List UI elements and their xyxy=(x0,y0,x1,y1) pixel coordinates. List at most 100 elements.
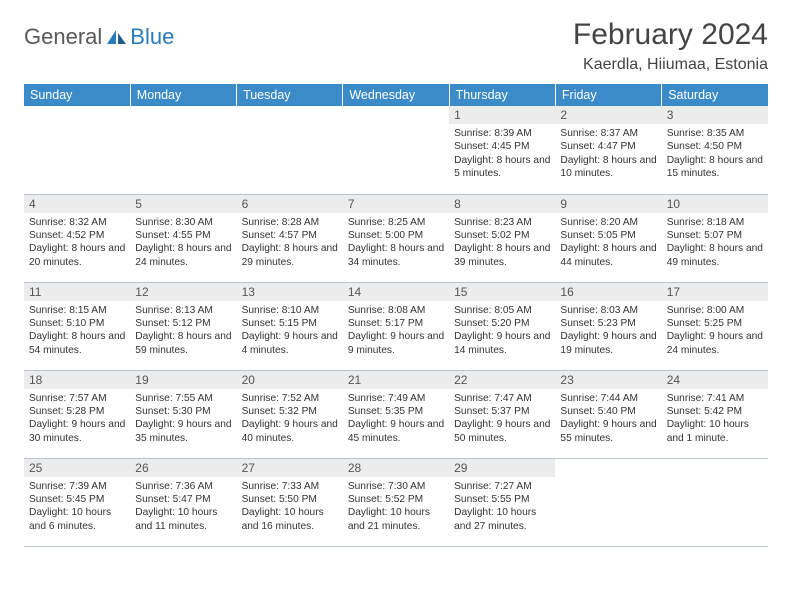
day-number: 9 xyxy=(555,195,661,213)
day-details: Sunrise: 8:10 AMSunset: 5:15 PMDaylight:… xyxy=(237,301,343,362)
day-number: 18 xyxy=(24,371,130,389)
logo-sail-icon xyxy=(106,28,128,46)
day-number: 10 xyxy=(662,195,768,213)
calendar-cell: 11Sunrise: 8:15 AMSunset: 5:10 PMDayligh… xyxy=(24,282,130,370)
calendar-cell xyxy=(237,106,343,194)
calendar-cell xyxy=(662,458,768,546)
day-details: Sunrise: 8:25 AMSunset: 5:00 PMDaylight:… xyxy=(343,213,449,274)
weekday-header: Friday xyxy=(555,84,661,106)
calendar-row: 11Sunrise: 8:15 AMSunset: 5:10 PMDayligh… xyxy=(24,282,768,370)
calendar-cell: 3Sunrise: 8:35 AMSunset: 4:50 PMDaylight… xyxy=(662,106,768,194)
calendar-row: 4Sunrise: 8:32 AMSunset: 4:52 PMDaylight… xyxy=(24,194,768,282)
day-number: 17 xyxy=(662,283,768,301)
calendar-cell: 4Sunrise: 8:32 AMSunset: 4:52 PMDaylight… xyxy=(24,194,130,282)
day-number: 11 xyxy=(24,283,130,301)
logo-text-blue: Blue xyxy=(130,24,174,50)
day-details: Sunrise: 8:15 AMSunset: 5:10 PMDaylight:… xyxy=(24,301,130,362)
logo-text-general: General xyxy=(24,24,102,50)
day-number: 16 xyxy=(555,283,661,301)
day-details: Sunrise: 7:27 AMSunset: 5:55 PMDaylight:… xyxy=(449,477,555,538)
day-details: Sunrise: 8:35 AMSunset: 4:50 PMDaylight:… xyxy=(662,124,768,185)
day-number: 26 xyxy=(130,459,236,477)
calendar-cell xyxy=(343,106,449,194)
day-details: Sunrise: 8:13 AMSunset: 5:12 PMDaylight:… xyxy=(130,301,236,362)
day-number: 21 xyxy=(343,371,449,389)
calendar-cell: 26Sunrise: 7:36 AMSunset: 5:47 PMDayligh… xyxy=(130,458,236,546)
weekday-header: Tuesday xyxy=(237,84,343,106)
calendar-cell xyxy=(130,106,236,194)
calendar-cell: 13Sunrise: 8:10 AMSunset: 5:15 PMDayligh… xyxy=(237,282,343,370)
day-details: Sunrise: 8:32 AMSunset: 4:52 PMDaylight:… xyxy=(24,213,130,274)
weekday-header: Saturday xyxy=(662,84,768,106)
title-block: February 2024 Kaerdla, Hiiumaa, Estonia xyxy=(573,18,768,74)
day-number: 2 xyxy=(555,106,661,124)
day-details: Sunrise: 7:57 AMSunset: 5:28 PMDaylight:… xyxy=(24,389,130,450)
weekday-header: Thursday xyxy=(449,84,555,106)
day-number: 23 xyxy=(555,371,661,389)
calendar-row: 18Sunrise: 7:57 AMSunset: 5:28 PMDayligh… xyxy=(24,370,768,458)
day-details: Sunrise: 7:55 AMSunset: 5:30 PMDaylight:… xyxy=(130,389,236,450)
calendar-cell: 6Sunrise: 8:28 AMSunset: 4:57 PMDaylight… xyxy=(237,194,343,282)
day-number: 4 xyxy=(24,195,130,213)
calendar-cell: 18Sunrise: 7:57 AMSunset: 5:28 PMDayligh… xyxy=(24,370,130,458)
calendar-cell: 2Sunrise: 8:37 AMSunset: 4:47 PMDaylight… xyxy=(555,106,661,194)
day-details: Sunrise: 7:39 AMSunset: 5:45 PMDaylight:… xyxy=(24,477,130,538)
day-details: Sunrise: 7:36 AMSunset: 5:47 PMDaylight:… xyxy=(130,477,236,538)
calendar-cell: 23Sunrise: 7:44 AMSunset: 5:40 PMDayligh… xyxy=(555,370,661,458)
day-details: Sunrise: 8:08 AMSunset: 5:17 PMDaylight:… xyxy=(343,301,449,362)
day-number: 20 xyxy=(237,371,343,389)
day-details: Sunrise: 7:49 AMSunset: 5:35 PMDaylight:… xyxy=(343,389,449,450)
calendar-cell xyxy=(24,106,130,194)
day-details: Sunrise: 8:39 AMSunset: 4:45 PMDaylight:… xyxy=(449,124,555,185)
calendar-cell: 15Sunrise: 8:05 AMSunset: 5:20 PMDayligh… xyxy=(449,282,555,370)
day-details: Sunrise: 7:52 AMSunset: 5:32 PMDaylight:… xyxy=(237,389,343,450)
day-number: 27 xyxy=(237,459,343,477)
day-number: 1 xyxy=(449,106,555,124)
header: General Blue February 2024 Kaerdla, Hiiu… xyxy=(24,18,768,74)
day-details: Sunrise: 7:44 AMSunset: 5:40 PMDaylight:… xyxy=(555,389,661,450)
calendar-cell: 17Sunrise: 8:00 AMSunset: 5:25 PMDayligh… xyxy=(662,282,768,370)
calendar-cell: 9Sunrise: 8:20 AMSunset: 5:05 PMDaylight… xyxy=(555,194,661,282)
weekday-header: Monday xyxy=(130,84,236,106)
calendar-cell: 12Sunrise: 8:13 AMSunset: 5:12 PMDayligh… xyxy=(130,282,236,370)
day-number: 7 xyxy=(343,195,449,213)
day-number: 14 xyxy=(343,283,449,301)
calendar-head: SundayMondayTuesdayWednesdayThursdayFrid… xyxy=(24,84,768,106)
calendar-cell: 16Sunrise: 8:03 AMSunset: 5:23 PMDayligh… xyxy=(555,282,661,370)
calendar-cell: 28Sunrise: 7:30 AMSunset: 5:52 PMDayligh… xyxy=(343,458,449,546)
calendar-cell: 27Sunrise: 7:33 AMSunset: 5:50 PMDayligh… xyxy=(237,458,343,546)
day-number: 29 xyxy=(449,459,555,477)
calendar-table: SundayMondayTuesdayWednesdayThursdayFrid… xyxy=(24,84,768,547)
logo: General Blue xyxy=(24,24,174,50)
weekday-header: Wednesday xyxy=(343,84,449,106)
day-details: Sunrise: 8:28 AMSunset: 4:57 PMDaylight:… xyxy=(237,213,343,274)
weekday-header: Sunday xyxy=(24,84,130,106)
calendar-cell: 8Sunrise: 8:23 AMSunset: 5:02 PMDaylight… xyxy=(449,194,555,282)
day-details: Sunrise: 8:05 AMSunset: 5:20 PMDaylight:… xyxy=(449,301,555,362)
location: Kaerdla, Hiiumaa, Estonia xyxy=(573,56,768,74)
calendar-cell: 21Sunrise: 7:49 AMSunset: 5:35 PMDayligh… xyxy=(343,370,449,458)
calendar-row: 1Sunrise: 8:39 AMSunset: 4:45 PMDaylight… xyxy=(24,106,768,194)
calendar-row: 25Sunrise: 7:39 AMSunset: 5:45 PMDayligh… xyxy=(24,458,768,546)
day-number: 22 xyxy=(449,371,555,389)
calendar-cell: 29Sunrise: 7:27 AMSunset: 5:55 PMDayligh… xyxy=(449,458,555,546)
calendar-cell: 19Sunrise: 7:55 AMSunset: 5:30 PMDayligh… xyxy=(130,370,236,458)
calendar-body: 1Sunrise: 8:39 AMSunset: 4:45 PMDaylight… xyxy=(24,106,768,546)
calendar-cell: 25Sunrise: 7:39 AMSunset: 5:45 PMDayligh… xyxy=(24,458,130,546)
day-details: Sunrise: 8:03 AMSunset: 5:23 PMDaylight:… xyxy=(555,301,661,362)
calendar-cell: 14Sunrise: 8:08 AMSunset: 5:17 PMDayligh… xyxy=(343,282,449,370)
day-details: Sunrise: 7:30 AMSunset: 5:52 PMDaylight:… xyxy=(343,477,449,538)
calendar-cell: 1Sunrise: 8:39 AMSunset: 4:45 PMDaylight… xyxy=(449,106,555,194)
day-number: 12 xyxy=(130,283,236,301)
calendar-cell: 10Sunrise: 8:18 AMSunset: 5:07 PMDayligh… xyxy=(662,194,768,282)
day-number: 28 xyxy=(343,459,449,477)
day-number: 24 xyxy=(662,371,768,389)
day-details: Sunrise: 8:23 AMSunset: 5:02 PMDaylight:… xyxy=(449,213,555,274)
day-number: 8 xyxy=(449,195,555,213)
calendar-cell: 22Sunrise: 7:47 AMSunset: 5:37 PMDayligh… xyxy=(449,370,555,458)
day-number: 15 xyxy=(449,283,555,301)
day-number: 5 xyxy=(130,195,236,213)
day-number: 6 xyxy=(237,195,343,213)
day-details: Sunrise: 8:37 AMSunset: 4:47 PMDaylight:… xyxy=(555,124,661,185)
calendar-cell: 20Sunrise: 7:52 AMSunset: 5:32 PMDayligh… xyxy=(237,370,343,458)
